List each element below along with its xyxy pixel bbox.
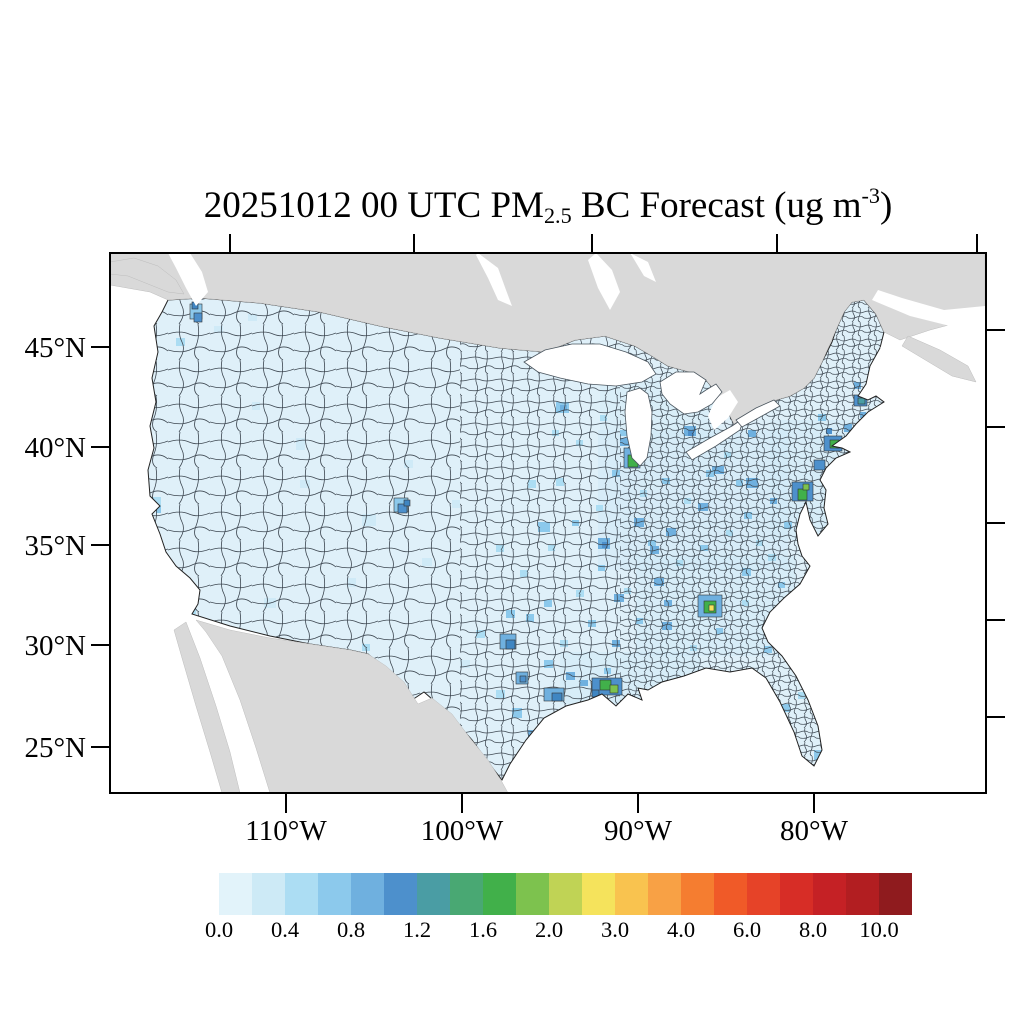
- hotspot-county: [403, 499, 411, 507]
- st-lawrence-gulf: [872, 290, 985, 326]
- hotspot-county: [599, 679, 612, 691]
- colorbar-tick-label: 1.6: [468, 917, 498, 942]
- colorbar-cell: [747, 873, 780, 915]
- colorbar-tick-label: 2.0: [534, 917, 564, 942]
- lake-huron: [659, 371, 723, 415]
- lon-label: 100°W: [421, 815, 504, 847]
- lat-label: 35°N: [24, 530, 86, 562]
- hotspot-county: [813, 459, 826, 471]
- page-title: 20251012 00 UTC PM2.5 BC Forecast (ug m-…: [110, 183, 986, 229]
- lat-label: 45°N: [24, 332, 86, 364]
- colorbar-tick-label: 0.8: [336, 917, 366, 942]
- nova-scotia: [901, 335, 977, 383]
- colorbar-cell: [417, 873, 450, 915]
- hudson-water: [630, 253, 656, 282]
- hotspot-county: [857, 397, 866, 405]
- colorbar-cell: [285, 873, 318, 915]
- hotspot-layer: [189, 301, 868, 702]
- bay-of-fundy: [880, 340, 944, 376]
- colorbar-tick-label: 0.0: [204, 917, 234, 942]
- colorbar-cell: [615, 873, 648, 915]
- colorbar-tick-label: 10.0: [859, 917, 899, 942]
- colorbar-tick-label: 0.4: [270, 917, 300, 942]
- title-middle: BC Forecast (ug m: [571, 184, 862, 226]
- lat-label: 40°N: [24, 432, 86, 464]
- colorbar-cell: [879, 873, 912, 915]
- title-suffix: ): [879, 184, 893, 226]
- map-frame-group: [91, 234, 1005, 813]
- colorbar-cell: [549, 873, 582, 915]
- canada-landmass: [109, 252, 986, 425]
- title-prefix: 20251012 00 UTC PM: [203, 184, 544, 226]
- lake-michigan: [624, 387, 653, 467]
- great-lakes: [523, 343, 781, 467]
- hotspot-county: [397, 503, 408, 514]
- colorbar-cell: [846, 873, 879, 915]
- lat-label: 30°N: [24, 630, 86, 662]
- colorbar-cell: [252, 873, 285, 915]
- hotspot-county: [802, 483, 810, 491]
- right-ticks: [986, 329, 1005, 718]
- hotspot-county: [708, 604, 715, 612]
- colorbar-cell: [780, 873, 813, 915]
- colorbar-tick-label: 1.2: [402, 917, 432, 942]
- colorbar-cell: [219, 873, 252, 915]
- lake-ontario: [735, 399, 781, 428]
- colorbar-cell: [351, 873, 384, 915]
- mexico-landmass: [195, 619, 509, 794]
- left-ticks: [91, 346, 110, 748]
- colorbar-cells: [219, 873, 912, 915]
- latitude-labels: 45°N 40°N 35°N 30°N 25°N: [24, 332, 86, 764]
- hotspot-county: [193, 312, 203, 323]
- hotspot-county: [519, 675, 527, 683]
- lon-label: 90°W: [604, 815, 673, 847]
- colorbar-cell: [483, 873, 516, 915]
- top-ticks: [229, 234, 978, 253]
- longitude-labels: 110°W 100°W 90°W 80°W: [245, 815, 848, 847]
- colorbar-cell: [648, 873, 681, 915]
- colorbar-cell: [318, 873, 351, 915]
- hotspot-county: [505, 639, 516, 650]
- hotspot-county: [797, 488, 808, 501]
- bottom-ticks: [285, 793, 815, 813]
- lake-superior: [523, 343, 657, 387]
- colorbar-cell: [714, 873, 747, 915]
- hotspot-county: [551, 692, 563, 702]
- colorbar-cell: [813, 873, 846, 915]
- hotspot-county: [609, 684, 619, 694]
- colorbar-cell: [582, 873, 615, 915]
- vancouver-island: [109, 257, 185, 295]
- colorbar-tick-label: 4.0: [666, 917, 696, 942]
- title-subscript: 2.5: [543, 202, 572, 228]
- colorbar-tick-label: 6.0: [732, 917, 762, 942]
- lon-label: 110°W: [245, 815, 327, 847]
- colorbar-tick-label: 8.0: [798, 917, 828, 942]
- lat-label: 25°N: [24, 732, 86, 764]
- colorbar-cell: [384, 873, 417, 915]
- title-superscript: -3: [861, 183, 880, 208]
- colorbar-cell: [516, 873, 549, 915]
- colorbar-cell: [681, 873, 714, 915]
- colorbar-labels: 0.0 0.4 0.8 1.2 1.6 2.0 3.0 4.0 6.0 8.0 10.0: [0, 917, 1024, 951]
- colorbar-tick-label: 3.0: [600, 917, 630, 942]
- lon-label: 80°W: [780, 815, 849, 847]
- lake-winnipeg: [476, 253, 512, 306]
- lake-nipigon: [588, 253, 620, 310]
- puget-strait: [168, 253, 208, 306]
- colorbar-cell: [450, 873, 483, 915]
